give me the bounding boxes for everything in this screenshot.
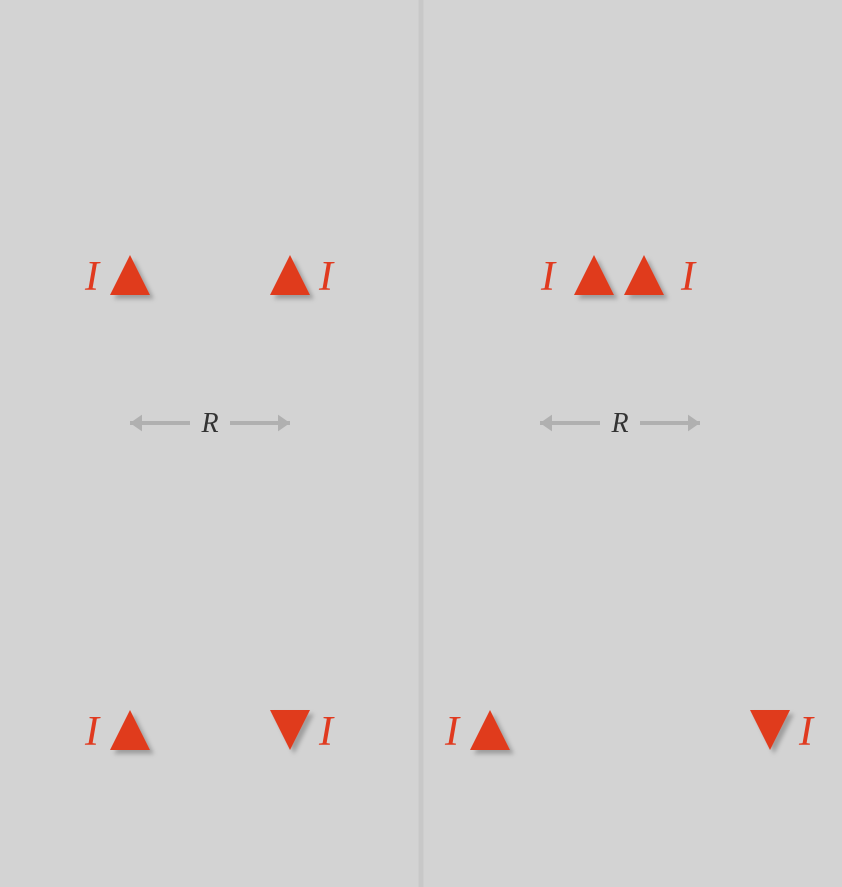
current-label: I <box>444 709 461 755</box>
current-label: I <box>680 254 697 300</box>
physics-diagram: I I R I I R I I I I <box>0 0 842 887</box>
current-label: I <box>84 709 101 755</box>
current-label: I <box>84 254 101 300</box>
current-label: I <box>318 709 335 755</box>
distance-label: R <box>610 408 628 439</box>
distance-label: R <box>200 408 218 439</box>
current-label: I <box>318 254 335 300</box>
current-label: I <box>798 709 815 755</box>
current-label: I <box>540 254 557 300</box>
